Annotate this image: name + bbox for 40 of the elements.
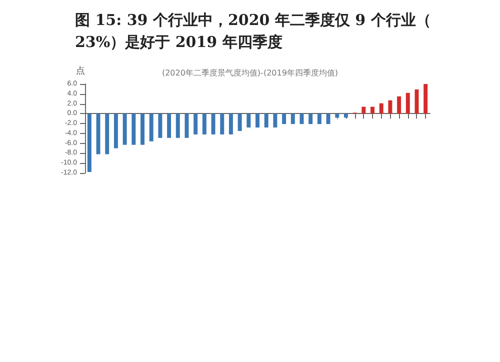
bar (140, 114, 144, 145)
y-axis-title: 点 (76, 66, 85, 76)
bar (282, 114, 286, 124)
bar (379, 103, 384, 114)
bar (96, 114, 100, 154)
bar (362, 106, 366, 114)
bar (424, 84, 428, 114)
bar (87, 114, 92, 172)
bar (273, 114, 278, 128)
bar (132, 114, 136, 145)
bar (397, 96, 402, 114)
bar (228, 114, 233, 134)
bar (406, 92, 410, 114)
bar (264, 114, 268, 128)
bar (149, 114, 154, 142)
bar (326, 114, 330, 124)
bar (220, 114, 224, 134)
bar (176, 114, 180, 138)
bar (300, 114, 304, 124)
bar (114, 114, 118, 148)
bar (344, 114, 348, 118)
bar (202, 114, 206, 134)
bar (246, 114, 251, 128)
bar (370, 106, 374, 114)
bar (194, 114, 198, 134)
bar (414, 89, 419, 114)
bar (184, 114, 189, 138)
bar (211, 114, 216, 134)
bar (388, 100, 392, 114)
bar (105, 114, 110, 154)
bar (317, 114, 322, 124)
bar (256, 114, 260, 128)
chart-title: 图 15: 39 个行业中，2020 年二季度仅 9 个行业（23%）是好于 2019 年四季度 (75, 11, 431, 51)
bar (308, 114, 313, 124)
chart-subtitle: (2020年二季度景气度均值)-(2019年四季度均值) (162, 68, 338, 78)
bar (290, 114, 295, 124)
bar (167, 114, 172, 138)
bar (238, 114, 242, 131)
bar (122, 114, 127, 145)
bar (158, 114, 162, 138)
